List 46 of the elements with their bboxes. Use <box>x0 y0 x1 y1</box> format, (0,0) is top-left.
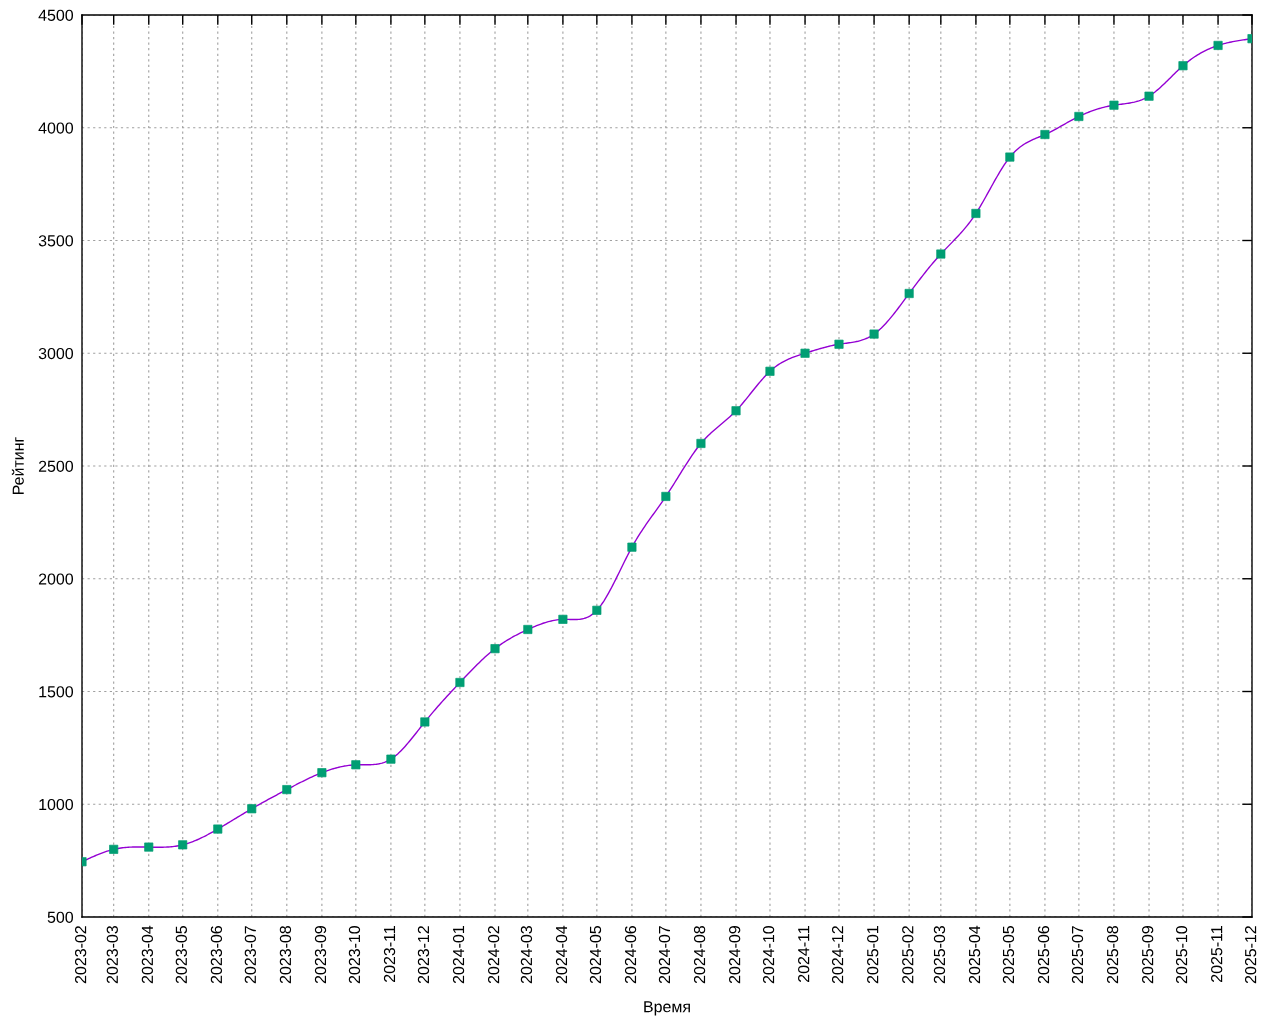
x-tick-label: 2023-07 <box>244 926 257 984</box>
x-tick-label: 2024-12 <box>831 926 844 984</box>
x-tick-label: 2023-06 <box>210 926 223 984</box>
x-tick-label: 2023-09 <box>314 926 327 984</box>
y-tick-label: 4500 <box>38 9 74 21</box>
x-tick-label: 2023-11 <box>383 926 396 982</box>
x-tick-label: 2023-02 <box>74 926 87 984</box>
x-tick-label: 2025-02 <box>902 926 914 984</box>
y-tick-label: 1500 <box>39 686 74 698</box>
x-tick-label: 2025-09 <box>1142 926 1154 984</box>
y-tick-label: 3000 <box>38 347 74 360</box>
y-axis-title: Рейтинг <box>11 437 24 495</box>
x-tick-label: 2024-05 <box>589 926 602 984</box>
x-tick-label: 2024-10 <box>762 925 775 984</box>
x-tick-label: 2023-12 <box>417 926 430 984</box>
x-tick-label: 2024-06 <box>624 926 637 984</box>
y-tick-label: 3500 <box>38 235 74 247</box>
y-tick-label: 500 <box>47 911 74 923</box>
x-tick-label: 2023-08 <box>279 926 292 984</box>
x-tick-label: 2024-07 <box>658 926 671 984</box>
x-tick-label: 2025-06 <box>1037 926 1050 984</box>
x-tick-label: 2024-11 <box>798 926 810 982</box>
y-tick-label: 1000 <box>39 798 74 811</box>
x-tick-label: 2024-04 <box>555 925 568 984</box>
x-tick-label: 2023-04 <box>141 925 154 984</box>
x-tick-label: 2025-11 <box>1211 926 1223 982</box>
x-tick-label: 2024-09 <box>729 926 741 984</box>
y-tick-label: 2500 <box>38 460 74 472</box>
x-tick-label: 2023-05 <box>175 926 187 984</box>
x-tick-label: 2024-08 <box>693 926 706 984</box>
x-tick-label: 2025-12 <box>1244 926 1257 984</box>
x-axis-title: Время <box>644 1001 690 1016</box>
x-tick-label: 2025-08 <box>1106 926 1119 984</box>
y-tick-label: 4000 <box>38 122 74 134</box>
x-tick-label: 2024-01 <box>452 926 465 984</box>
x-tick-label: 2024-02 <box>487 926 500 984</box>
y-tick-label: 2000 <box>38 573 74 585</box>
x-tick-label: 2025-10 <box>1175 925 1188 984</box>
x-tick-label: 2024-03 <box>520 926 533 984</box>
x-tick-label: 2025-03 <box>933 926 946 984</box>
x-tick-label: 2023-10 <box>348 925 361 984</box>
x-tick-label: 2025-04 <box>968 925 981 984</box>
x-tick-label: 2025-01 <box>867 926 879 984</box>
x-tick-label: 2023-03 <box>106 926 118 984</box>
x-tick-label: 2025-05 <box>1002 926 1015 984</box>
x-tick-label: 2025-07 <box>1071 926 1084 984</box>
